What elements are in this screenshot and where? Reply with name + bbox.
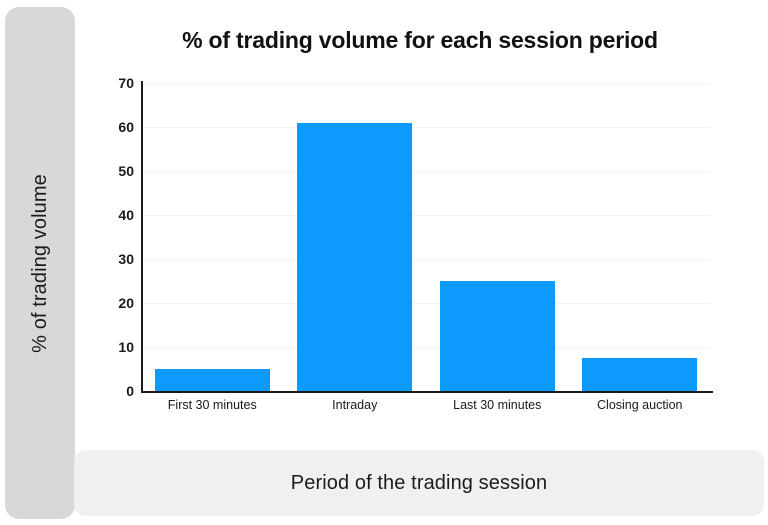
bar[interactable] (582, 358, 698, 391)
y-axis-tick-label: 50 (118, 163, 134, 179)
bar[interactable] (297, 122, 413, 391)
y-axis-tick-label: 60 (118, 119, 134, 135)
gridline (141, 127, 711, 128)
x-axis-spine (141, 391, 713, 393)
gridline (141, 171, 711, 172)
y-axis-tick-labels: 0 10 20 30 40 50 60 70 (86, 75, 134, 399)
chart-title: % of trading volume for each session per… (182, 27, 658, 53)
gridline (141, 83, 711, 84)
y-axis-title-panel: % of trading volume (5, 7, 75, 519)
gridline (141, 215, 711, 216)
x-axis-tick-label: Intraday (332, 398, 378, 412)
y-axis-tick-label: 70 (118, 75, 134, 91)
bar[interactable] (439, 281, 555, 391)
y-axis-spine (141, 81, 143, 393)
y-axis-tick-label: 30 (118, 251, 134, 267)
gridline (141, 347, 711, 348)
bar-series (141, 83, 711, 391)
x-axis-title: Period of the trading session (290, 471, 548, 494)
gridline (141, 259, 711, 260)
x-axis-tick-label: Closing auction (597, 398, 683, 412)
y-axis-tick-label: 0 (126, 383, 134, 399)
y-axis-tick-label: 40 (118, 207, 134, 223)
x-axis-tick-label: Last 30 minutes (453, 398, 542, 412)
y-axis-tick-label: 20 (118, 295, 134, 311)
x-axis-title-panel: Period of the trading session (74, 450, 764, 516)
gridline (141, 303, 711, 304)
y-axis-title: % of trading volume (28, 173, 51, 353)
y-axis-tick-label: 10 (118, 339, 134, 355)
bar[interactable] (154, 369, 270, 391)
x-axis-tick-labels: First 30 minutes Intraday Last 30 minutes C… (141, 398, 711, 420)
x-axis-tick-label: First 30 minutes (167, 398, 257, 412)
plot-area (141, 83, 711, 391)
